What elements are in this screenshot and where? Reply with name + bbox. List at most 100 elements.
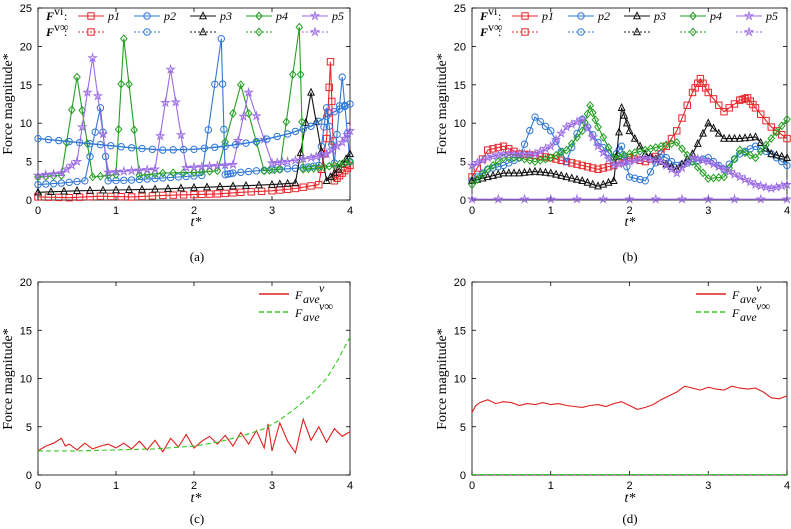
legend-marker bbox=[577, 28, 585, 36]
legend-marker bbox=[87, 12, 95, 20]
legend-row1-sup: vi bbox=[54, 4, 64, 18]
data-point bbox=[515, 168, 524, 177]
legend-marker bbox=[521, 12, 529, 20]
data-point bbox=[683, 154, 692, 163]
data-point bbox=[473, 174, 482, 183]
data-point bbox=[143, 170, 152, 180]
data-point bbox=[673, 127, 681, 135]
data-point bbox=[81, 177, 89, 185]
data-point bbox=[237, 168, 245, 177]
data-point bbox=[120, 176, 128, 184]
data-point bbox=[478, 169, 487, 179]
data-point bbox=[566, 118, 578, 130]
data-point bbox=[125, 79, 133, 89]
legend-label-sup: v bbox=[756, 281, 762, 295]
data-point bbox=[215, 181, 225, 190]
data-point bbox=[170, 96, 182, 107]
legend-label-sup: v∞ bbox=[756, 299, 770, 313]
legend-marker bbox=[632, 27, 642, 36]
data-point bbox=[693, 162, 702, 172]
data-point bbox=[715, 101, 723, 109]
data-point bbox=[698, 128, 708, 137]
data-point bbox=[751, 132, 760, 141]
data-point bbox=[783, 134, 791, 143]
data-point bbox=[150, 184, 160, 193]
data-point bbox=[645, 153, 656, 164]
data-point bbox=[541, 167, 550, 176]
data-point bbox=[529, 148, 541, 159]
data-point bbox=[573, 132, 581, 142]
data-point bbox=[244, 109, 253, 118]
data-point bbox=[110, 166, 122, 177]
data-point bbox=[221, 170, 229, 179]
data-point bbox=[571, 116, 583, 127]
data-point bbox=[342, 154, 351, 163]
legend-row1-label: F bbox=[479, 9, 488, 23]
data-point bbox=[704, 118, 713, 127]
data-point bbox=[124, 184, 134, 193]
data-point bbox=[714, 128, 723, 137]
data-point bbox=[49, 179, 58, 188]
data-point bbox=[34, 193, 42, 201]
data-point bbox=[736, 96, 744, 104]
y-tick-label: 10 bbox=[454, 374, 466, 386]
xlabel-a: t* bbox=[191, 215, 202, 230]
data-point bbox=[169, 146, 177, 154]
data-point bbox=[746, 132, 755, 141]
data-point bbox=[730, 133, 739, 142]
data-point bbox=[96, 104, 105, 112]
data-point bbox=[499, 168, 508, 177]
x-tick-label: 4 bbox=[784, 480, 790, 492]
data-point bbox=[772, 127, 781, 137]
x-tick-label: 1 bbox=[113, 480, 119, 492]
legend-colon: : bbox=[64, 9, 67, 23]
data-point bbox=[65, 137, 73, 146]
data-point bbox=[342, 129, 353, 140]
data-point bbox=[767, 134, 776, 144]
series-line-5 bbox=[37, 103, 351, 151]
data-point bbox=[557, 170, 566, 179]
data-point bbox=[660, 159, 672, 171]
x-tick-label: 4 bbox=[347, 205, 353, 217]
legend-row1-sup: vi bbox=[488, 4, 498, 18]
legend-row2-label: F bbox=[479, 25, 488, 39]
data-point bbox=[76, 121, 88, 132]
data-point bbox=[671, 167, 683, 178]
data-point bbox=[520, 154, 529, 164]
data-point bbox=[204, 126, 213, 134]
data-point bbox=[135, 170, 144, 180]
data-point bbox=[315, 117, 323, 126]
data-point bbox=[117, 143, 125, 151]
data-point bbox=[709, 95, 718, 103]
data-point bbox=[519, 193, 530, 204]
data-point bbox=[683, 101, 691, 109]
data-point bbox=[471, 157, 483, 168]
data-point bbox=[692, 153, 704, 164]
data-point bbox=[159, 146, 167, 154]
series-line-2 bbox=[37, 92, 351, 193]
data-point bbox=[697, 154, 709, 165]
data-point bbox=[567, 139, 576, 149]
data-point bbox=[296, 70, 305, 80]
data-point bbox=[777, 151, 786, 160]
data-point bbox=[174, 173, 183, 181]
data-point bbox=[97, 128, 109, 139]
data-point bbox=[545, 193, 557, 204]
data-point bbox=[290, 154, 301, 165]
data-point bbox=[555, 127, 567, 139]
data-point bbox=[741, 148, 749, 158]
data-point bbox=[582, 122, 593, 133]
legend-marker bbox=[743, 26, 755, 37]
data-point bbox=[494, 169, 503, 178]
caption-a: (a) bbox=[190, 249, 204, 264]
data-point bbox=[562, 145, 571, 155]
data-point bbox=[107, 142, 115, 150]
data-point bbox=[536, 167, 545, 176]
y-tick-label: 0 bbox=[26, 195, 32, 207]
x-tick-label: 2 bbox=[626, 480, 632, 492]
data-point bbox=[301, 117, 310, 126]
data-point bbox=[231, 141, 240, 149]
data-point bbox=[211, 80, 219, 88]
legend-label-main: F bbox=[294, 288, 303, 302]
